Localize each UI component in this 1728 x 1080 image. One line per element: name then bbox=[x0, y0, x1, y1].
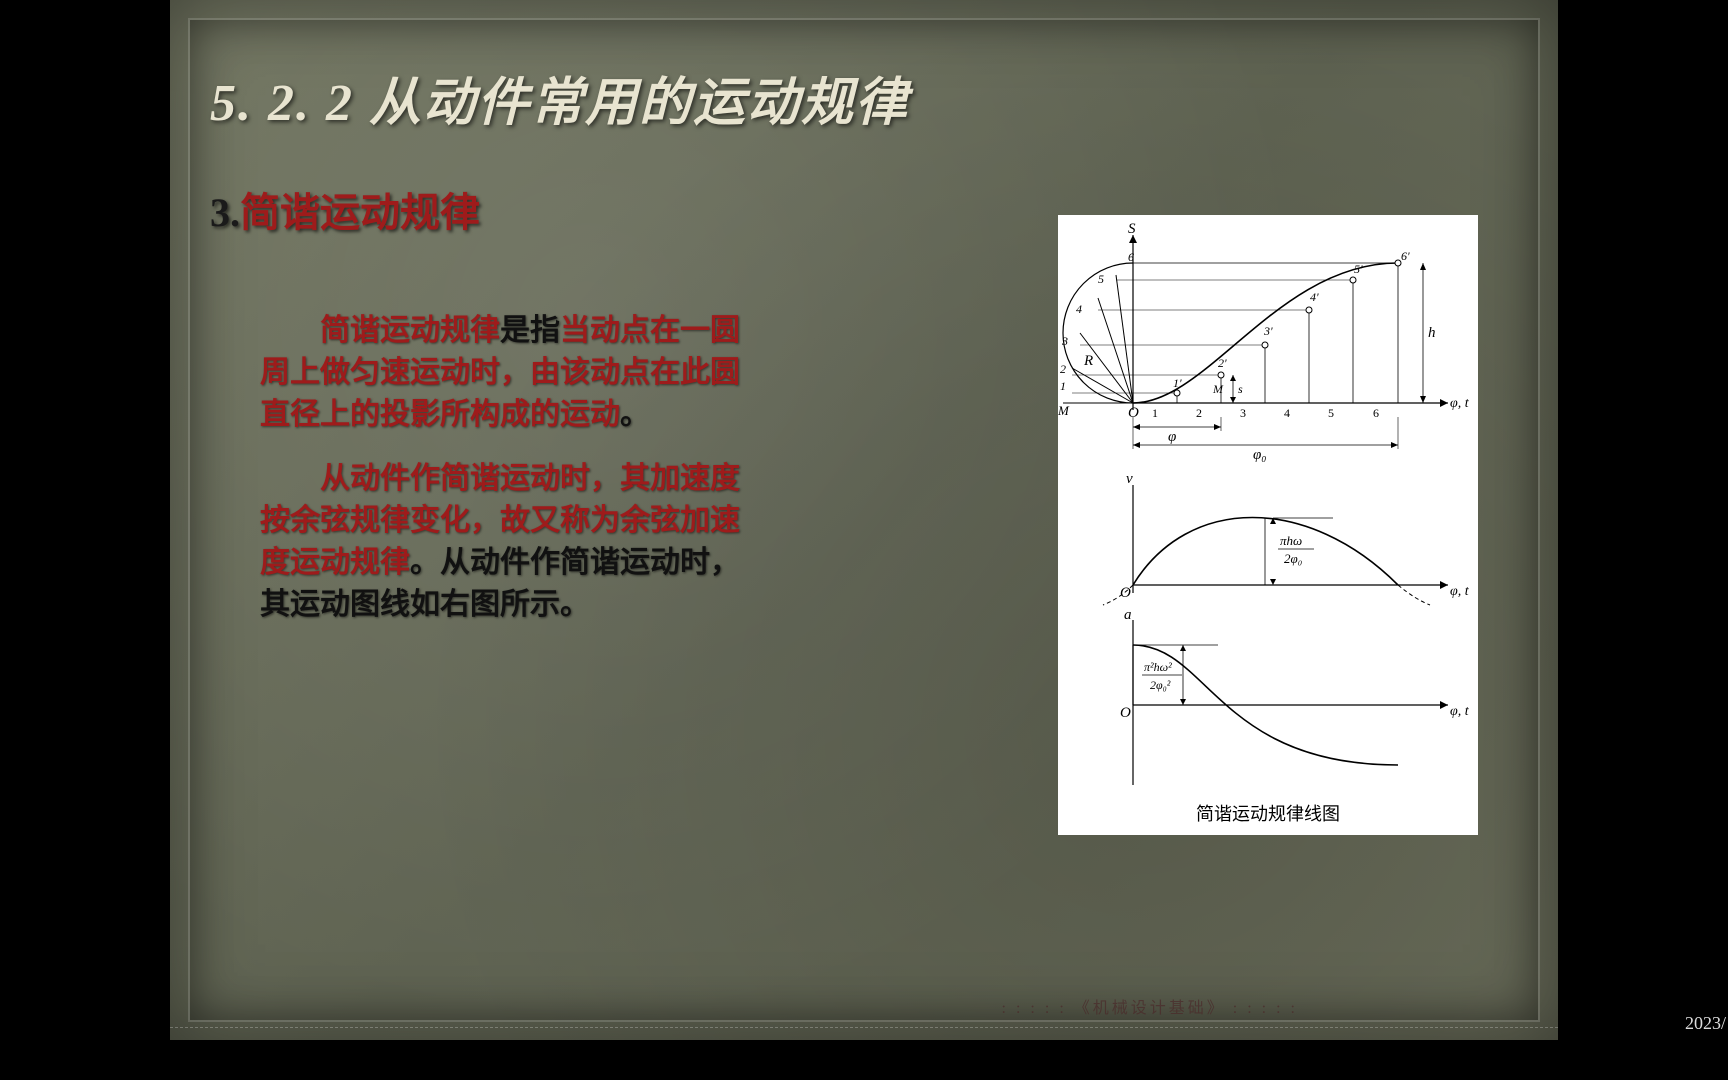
svg-text:s: s bbox=[1238, 382, 1243, 396]
svg-text:6: 6 bbox=[1373, 406, 1379, 420]
paragraph-1: 简谐运动规律是指当动点在一圆周上做匀速运动时，由该动点在此圆直径上的投影所构成的… bbox=[260, 310, 760, 436]
p1-black2: 。 bbox=[620, 398, 650, 431]
date-text: 2023/ bbox=[1685, 1013, 1726, 1034]
svg-text:O: O bbox=[1128, 405, 1139, 421]
p1-red1: 简谐运动规律 bbox=[320, 314, 500, 347]
svg-text:1: 1 bbox=[1060, 379, 1066, 393]
slide-container: 5. 2. 2 从动件常用的运动规律 3.简谐运动规律 简谐运动规律是指当动点在… bbox=[170, 0, 1558, 1040]
svg-text:S: S bbox=[1128, 221, 1136, 237]
svg-text:2φ₀²: 2φ₀² bbox=[1150, 678, 1171, 692]
p1-black1: 是指 bbox=[500, 314, 560, 347]
body-text: 简谐运动规律是指当动点在一圆周上做匀速运动时，由该动点在此圆直径上的投影所构成的… bbox=[260, 310, 760, 648]
svg-text:3': 3' bbox=[1263, 324, 1273, 338]
svg-text:πhω: πhω bbox=[1280, 533, 1302, 548]
svg-text:1': 1' bbox=[1173, 376, 1182, 390]
subheading: 3.简谐运动规律 bbox=[210, 180, 480, 238]
svg-text:2φ₀: 2φ₀ bbox=[1284, 551, 1302, 566]
svg-text:h: h bbox=[1428, 325, 1436, 341]
svg-text:R: R bbox=[1083, 353, 1093, 369]
slide-title: 5. 2. 2 从动件常用的运动规律 bbox=[210, 60, 909, 135]
svg-text:φ, t: φ, t bbox=[1450, 396, 1470, 411]
diagram-panel: S O φ, t R M 1 2 3 bbox=[1058, 215, 1478, 835]
svg-text:O: O bbox=[1120, 705, 1131, 721]
svg-text:3: 3 bbox=[1061, 334, 1068, 348]
svg-text:2: 2 bbox=[1196, 406, 1202, 420]
svg-text:a: a bbox=[1124, 607, 1132, 623]
diagram-svg: S O φ, t R M 1 2 3 bbox=[1058, 215, 1478, 835]
svg-text:v: v bbox=[1126, 471, 1133, 487]
footer-divider bbox=[170, 1027, 1558, 1028]
svg-text:5: 5 bbox=[1328, 406, 1334, 420]
footer-text: : : : : : 《机械设计基础》 : : : : : bbox=[1002, 994, 1298, 1018]
svg-text:O: O bbox=[1120, 585, 1131, 601]
svg-text:2: 2 bbox=[1060, 362, 1066, 376]
svg-text:1: 1 bbox=[1152, 406, 1158, 420]
svg-text:6': 6' bbox=[1401, 249, 1410, 263]
diagram-caption: 简谐运动规律线图 bbox=[1196, 804, 1340, 824]
subheading-number: 3. bbox=[210, 190, 240, 235]
svg-text:M: M bbox=[1058, 403, 1070, 418]
svg-text:φ: φ bbox=[1168, 429, 1176, 445]
svg-text:4: 4 bbox=[1284, 406, 1290, 420]
paragraph-2: 从动件作简谐运动时，其加速度按余弦规律变化，故又称为余弦加速度运动规律。从动件作… bbox=[260, 458, 760, 626]
svg-text:φ₀: φ₀ bbox=[1253, 447, 1267, 463]
svg-text:2': 2' bbox=[1218, 356, 1227, 370]
svg-text:5: 5 bbox=[1098, 272, 1104, 286]
svg-text:5': 5' bbox=[1354, 262, 1363, 276]
svg-text:4: 4 bbox=[1076, 302, 1082, 316]
svg-text:π²hω²: π²hω² bbox=[1144, 660, 1172, 674]
svg-text:6: 6 bbox=[1128, 250, 1134, 264]
svg-text:M: M bbox=[1212, 382, 1224, 396]
svg-text:φ, t: φ, t bbox=[1450, 584, 1470, 599]
svg-text:φ, t: φ, t bbox=[1450, 704, 1470, 719]
svg-text:3: 3 bbox=[1240, 406, 1246, 420]
subheading-text: 简谐运动规律 bbox=[240, 190, 480, 235]
svg-text:4': 4' bbox=[1310, 290, 1319, 304]
